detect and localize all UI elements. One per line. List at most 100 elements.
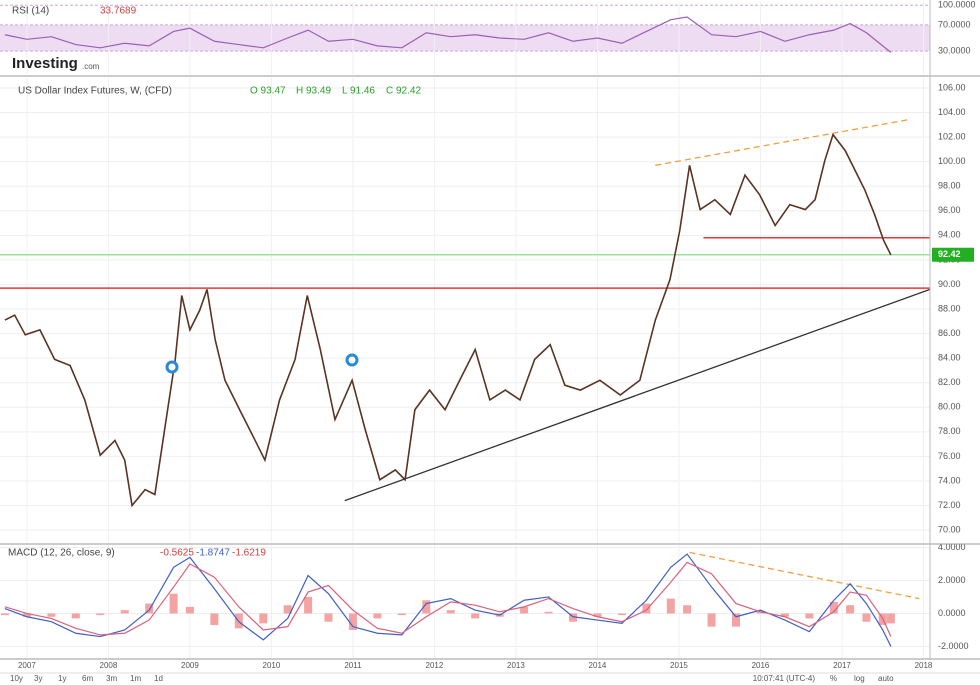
y-tick-label: 94.00 [938,230,961,240]
histogram-bar [169,593,178,614]
histogram-bar [805,613,814,619]
histogram-bar [0,613,9,616]
histogram-bar [520,606,529,614]
y-tick-label: 4.0000 [938,542,966,552]
scale-option[interactable]: % [830,674,837,683]
x-tick-label: 2010 [263,661,281,670]
range-button[interactable]: 1y [58,674,66,683]
histogram-bar [145,603,154,614]
y-tick-label: 98.00 [938,181,961,191]
x-tick-label: 2008 [100,661,118,670]
series-line [4,132,892,508]
trend-line [655,119,908,166]
y-tick-label: 106.00 [938,82,966,92]
range-button[interactable]: 1m [130,674,141,683]
y-tick-label: 30.0000 [938,45,971,55]
scale-option[interactable]: log [854,674,865,683]
range-button[interactable]: 10y [10,674,23,683]
histogram-bar [422,600,431,614]
y-tick-label: 72.00 [938,500,961,510]
x-tick-label: 2016 [752,661,770,670]
y-tick-label: 70.00 [938,524,961,534]
y-tick-label: 78.00 [938,426,961,436]
histogram-bar [666,598,675,614]
x-tick-label: 2013 [507,661,525,670]
price-tag-label: 92.42 [938,249,961,259]
histogram-bar [707,613,716,627]
macd-value: -1.8747 [196,548,230,559]
rsi-band [0,24,930,52]
y-tick-label: 100.0000 [938,0,976,10]
y-tick-label: 86.00 [938,328,961,338]
rsi-title: RSI (14) [12,6,49,17]
trend-line [689,551,920,600]
scale-option[interactable]: auto [878,674,894,683]
clock: 10:07:41 (UTC-4) [753,674,816,683]
y-tick-label: 100.00 [938,156,966,166]
x-tick-label: 2017 [833,661,851,670]
y-tick-label: 74.00 [938,475,961,485]
ohlc: C 92.42 [386,86,421,97]
ohlc: O 93.47 [250,86,286,97]
range-button[interactable]: 6m [82,674,93,683]
y-tick-label: 70.0000 [938,19,971,29]
toolbar: 10y 3y 1y 6m 3m 1m 1d 10:07:41 (UTC-4)% log auto [10,674,894,683]
histogram-bar [642,603,651,614]
histogram-bar [96,613,105,616]
histogram-bar [348,613,357,630]
range-button[interactable]: 3m [106,674,117,683]
histogram-bar [544,611,553,614]
histogram-bar [756,611,765,614]
y-tick-label: 76.00 [938,451,961,461]
x-tick-label: 2011 [344,661,362,670]
y-tick-label: 104.00 [938,107,966,117]
histogram-bar [304,596,313,614]
y-tick-label: 2.0000 [938,575,966,585]
x-tick-label: 2007 [18,661,36,670]
histogram-bar [886,613,895,624]
histogram-bar [71,613,80,619]
histogram-bar [373,613,382,619]
series-line [4,16,892,53]
y-tick-label: 96.00 [938,205,961,215]
histogram-bar [846,605,855,614]
ohlc: H 93.49 [296,86,331,97]
y-tick-label: 88.00 [938,303,961,313]
histogram-bar [862,613,871,622]
histogram-bar [185,606,194,614]
event-marker[interactable] [165,360,179,374]
rsi-value: 33.7689 [100,6,137,17]
y-tick-label: 82.00 [938,377,961,387]
series-line [4,561,892,637]
histogram-bar [47,613,56,617]
y-tick-label: 80.00 [938,402,961,412]
x-tick-label: 2012 [426,661,444,670]
range-button[interactable]: 1d [154,674,163,683]
histogram-bar [568,613,577,622]
histogram-bar [210,613,219,626]
histogram-bar [120,610,129,614]
histogram-bar [324,613,333,622]
macd-title: MACD (12, 26, close, 9) [8,548,115,559]
range-button[interactable]: 3y [34,674,42,683]
macd-value: -0.5625 [160,548,194,559]
event-marker[interactable] [345,353,359,367]
histogram-bar [617,613,626,616]
histogram-bar [22,613,31,617]
histogram-bar [397,613,406,616]
x-tick-label: 2015 [670,661,688,670]
histogram-bar [471,613,480,619]
histogram-bar [780,613,789,617]
histogram-bar [259,613,268,624]
y-tick-label: 0.0000 [938,608,966,618]
y-tick-label: 102.00 [938,131,966,141]
histogram-bar [446,610,455,614]
x-tick-label: 2018 [915,661,933,670]
histogram-bar [593,613,602,617]
y-tick-label: 84.00 [938,353,961,363]
histogram-bar [732,613,741,627]
x-tick-label: 2009 [181,661,199,670]
